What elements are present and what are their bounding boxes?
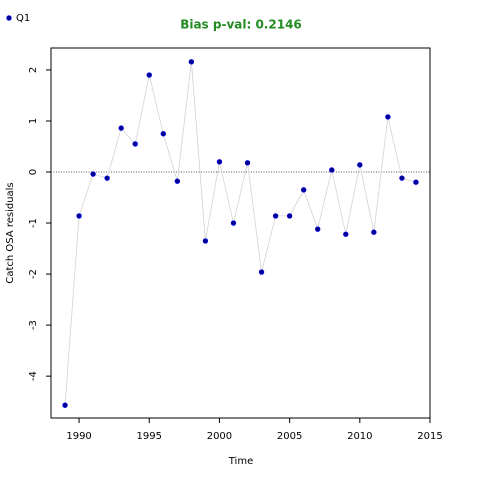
data-point [244, 160, 251, 166]
data-point [118, 125, 124, 131]
legend-marker [6, 15, 12, 21]
data-point [62, 402, 68, 408]
y-tick-label: 0 [28, 169, 39, 175]
data-point [132, 141, 138, 147]
data-point [272, 213, 279, 219]
series-line [64, 61, 417, 406]
x-tick-label: 2010 [347, 431, 372, 442]
data-point [286, 213, 293, 219]
data-point [413, 179, 419, 185]
data-point [371, 229, 377, 235]
data-point [160, 131, 166, 137]
y-tick-label: -4 [28, 371, 39, 381]
data-point [188, 59, 195, 65]
data-point [104, 175, 110, 181]
data-point [216, 159, 223, 165]
y-tick-label: 1 [28, 118, 39, 124]
data-point [258, 269, 265, 275]
x-tick-label: 2015 [417, 431, 442, 442]
data-point [230, 220, 237, 226]
data-point [202, 238, 209, 244]
data-point [399, 175, 405, 181]
x-axis-label: Time [228, 456, 253, 467]
data-point [90, 171, 96, 177]
y-tick-label: -1 [28, 218, 39, 228]
data-point [385, 114, 391, 120]
data-point [76, 213, 82, 219]
x-tick-label: 2000 [207, 431, 232, 442]
data-point [343, 231, 349, 237]
y-tick-label: -2 [28, 269, 39, 279]
data-point [329, 167, 335, 173]
x-tick-label: 2005 [277, 431, 302, 442]
data-point [357, 162, 363, 168]
y-axis-label: Catch OSA residuals [5, 182, 16, 283]
x-tick-label: 1995 [137, 431, 162, 442]
y-tick-label: 2 [28, 67, 39, 73]
data-point [174, 178, 181, 184]
data-point [315, 226, 321, 232]
plot-frame [50, 47, 431, 419]
y-tick-label: -3 [28, 320, 39, 330]
data-point [146, 72, 152, 78]
chart-title: Bias p-val: 0.2146 [180, 18, 302, 32]
data-point [300, 187, 307, 193]
x-tick-label: 1990 [66, 431, 91, 442]
legend-label: Q1 [16, 13, 30, 24]
